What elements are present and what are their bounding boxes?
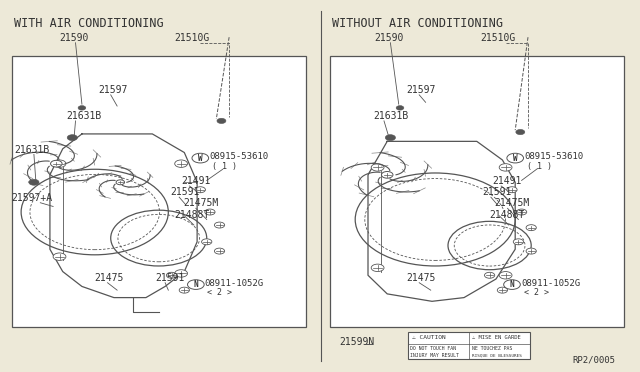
Text: WITH AIR CONDITIONING: WITH AIR CONDITIONING [14,17,164,30]
Bar [12,56,306,327]
Circle shape [53,160,66,167]
Text: 08915-53610: 08915-53610 [524,153,583,161]
Text: 21597: 21597 [98,85,127,95]
Text: 21631B: 21631B [66,111,101,121]
Circle shape [381,171,393,178]
Circle shape [507,153,524,163]
Text: DO NOT TOUCH FAN: DO NOT TOUCH FAN [410,346,456,351]
Text: 21510G: 21510G [175,33,210,43]
Text: 08915-53610: 08915-53610 [209,153,268,161]
Bar [408,332,530,359]
Circle shape [179,287,189,293]
Circle shape [526,225,536,231]
Text: W: W [513,154,518,163]
Circle shape [51,160,62,167]
Circle shape [205,209,215,215]
Text: 21475M: 21475M [495,198,530,208]
Text: 08911-1052G: 08911-1052G [205,279,264,288]
Circle shape [516,209,527,215]
Circle shape [214,248,225,254]
Circle shape [507,187,517,193]
Text: 21590: 21590 [374,33,404,43]
Text: 21475: 21475 [406,273,436,283]
Circle shape [497,287,508,293]
Circle shape [385,135,396,141]
Circle shape [396,106,404,110]
Text: W: W [198,154,203,163]
Text: WITHOUT AIR CONDITIONING: WITHOUT AIR CONDITIONING [332,17,502,30]
Text: 21631B: 21631B [15,144,50,154]
Text: < 2 >: < 2 > [207,288,232,297]
Circle shape [175,270,188,277]
Circle shape [166,272,177,278]
Circle shape [214,222,225,228]
Text: 21491: 21491 [493,176,522,186]
Text: N: N [509,280,515,289]
Text: RP2/0005: RP2/0005 [573,356,616,365]
Bar [330,56,624,327]
Text: 08911-1052G: 08911-1052G [521,279,580,288]
Circle shape [29,179,39,185]
Text: 21631B: 21631B [373,111,408,121]
Text: 21491: 21491 [181,176,211,186]
Circle shape [516,129,525,135]
Text: 21488T: 21488T [175,209,210,219]
Text: 21510G: 21510G [480,33,515,43]
Circle shape [484,272,495,278]
Text: 21488T: 21488T [490,209,525,219]
Circle shape [195,187,205,193]
Circle shape [192,153,209,163]
Circle shape [526,248,536,254]
Text: 21591: 21591 [482,187,511,197]
Circle shape [513,239,524,245]
Text: ⚠ CAUTION: ⚠ CAUTION [412,335,445,340]
Text: INJURY MAY RESULT: INJURY MAY RESULT [410,353,459,358]
Circle shape [499,272,512,279]
Circle shape [53,253,66,260]
Circle shape [504,280,520,289]
Text: 21599N: 21599N [339,337,374,347]
Text: NE TOUCHEZ PAS: NE TOUCHEZ PAS [472,346,512,351]
Text: 21591: 21591 [170,187,200,197]
Circle shape [499,164,512,171]
Text: N: N [193,280,198,289]
Circle shape [78,106,86,110]
Text: 21475M: 21475M [183,198,218,208]
Text: 21475: 21475 [95,273,124,283]
Text: 21597+A: 21597+A [12,193,52,203]
Circle shape [371,164,384,171]
Circle shape [202,239,212,245]
Circle shape [217,118,226,124]
Text: 21591: 21591 [156,273,185,283]
Text: ( 1 ): ( 1 ) [212,162,237,171]
Circle shape [188,280,204,289]
Text: 21590: 21590 [60,33,89,43]
Circle shape [67,135,77,141]
Text: RISQUE DE BLESSURES: RISQUE DE BLESSURES [472,354,522,358]
Circle shape [371,264,384,272]
Text: 21597: 21597 [406,85,436,95]
Circle shape [175,160,188,167]
Text: < 2 >: < 2 > [524,288,548,297]
Circle shape [116,180,125,185]
Text: ( 1 ): ( 1 ) [527,162,552,171]
Text: ⚠ MISE EN GARDE: ⚠ MISE EN GARDE [472,335,520,340]
